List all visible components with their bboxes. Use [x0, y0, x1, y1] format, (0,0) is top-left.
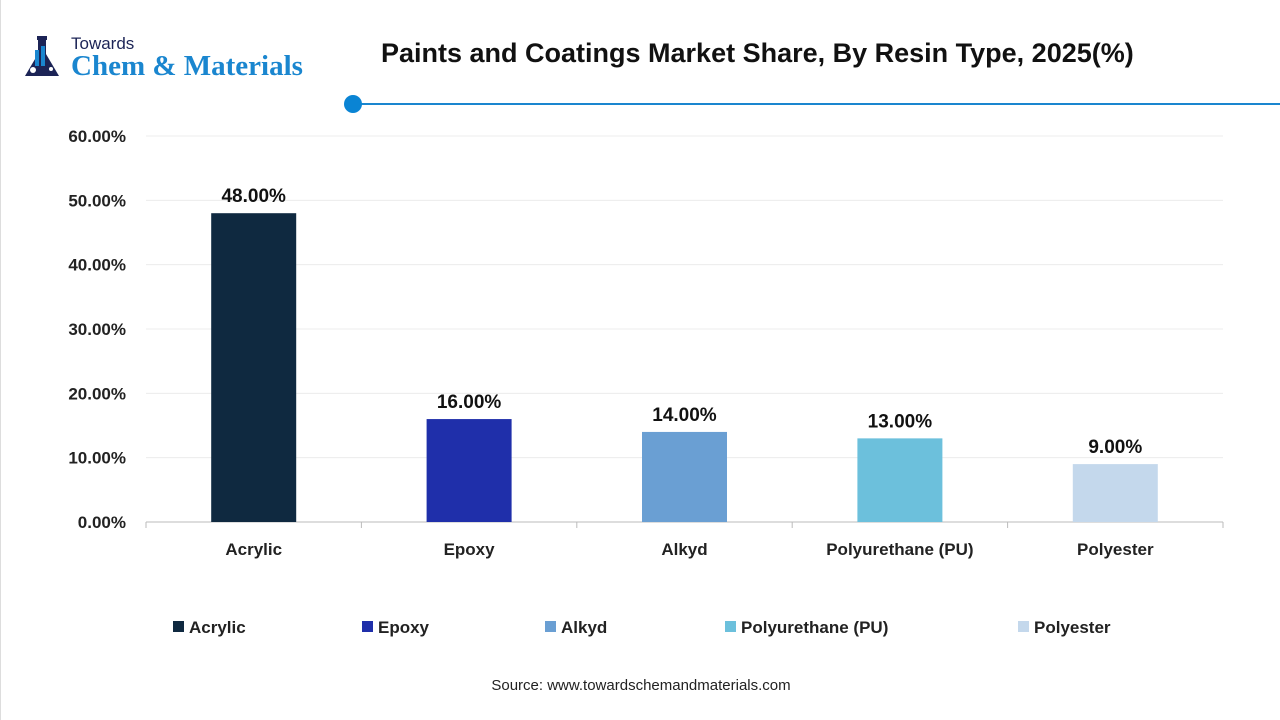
legend-label: Alkyd	[561, 618, 607, 637]
bar	[211, 213, 297, 522]
y-tick-label: 10.00%	[68, 449, 126, 468]
y-tick-label: 0.00%	[78, 513, 126, 532]
y-tick-label: 30.00%	[68, 320, 126, 339]
legend-label: Acrylic	[189, 618, 246, 637]
bar	[857, 438, 943, 522]
data-label: 13.00%	[868, 411, 933, 432]
legend-swatch	[173, 621, 184, 632]
data-label: 14.00%	[652, 405, 717, 426]
x-tick-label: Polyester	[1077, 540, 1154, 559]
data-label: 48.00%	[221, 186, 286, 207]
x-tick-label: Polyurethane (PU)	[826, 540, 973, 559]
legend-label: Epoxy	[378, 618, 430, 637]
x-tick-label: Epoxy	[444, 540, 496, 559]
x-tick-label: Alkyd	[661, 540, 707, 559]
legend-swatch	[725, 621, 736, 632]
data-label: 16.00%	[437, 392, 502, 413]
logo-text-towards: Towards	[71, 34, 135, 53]
flask-icon	[25, 36, 59, 76]
chart-title: Paints and Coatings Market Share, By Res…	[381, 38, 1134, 68]
y-tick-label: 20.00%	[68, 384, 126, 403]
legend-swatch	[1018, 621, 1029, 632]
bar	[426, 419, 512, 522]
title-divider	[353, 103, 1280, 105]
y-tick-label: 50.00%	[68, 191, 126, 210]
logo-text-brand: Chem & Materials	[71, 50, 303, 82]
y-tick-label: 40.00%	[68, 256, 126, 275]
legend-swatch	[362, 621, 373, 632]
bar	[642, 431, 727, 522]
bar	[1072, 464, 1158, 522]
divider-dot	[344, 95, 362, 113]
x-tick-label: Acrylic	[225, 540, 282, 559]
legend-label: Polyurethane (PU)	[741, 618, 888, 637]
source-text: Source: www.towardschemandmaterials.com	[491, 677, 791, 694]
legend-swatch	[545, 621, 556, 632]
legend-label: Polyester	[1034, 618, 1111, 637]
data-label: 9.00%	[1088, 437, 1142, 458]
y-tick-label: 60.00%	[68, 127, 126, 146]
